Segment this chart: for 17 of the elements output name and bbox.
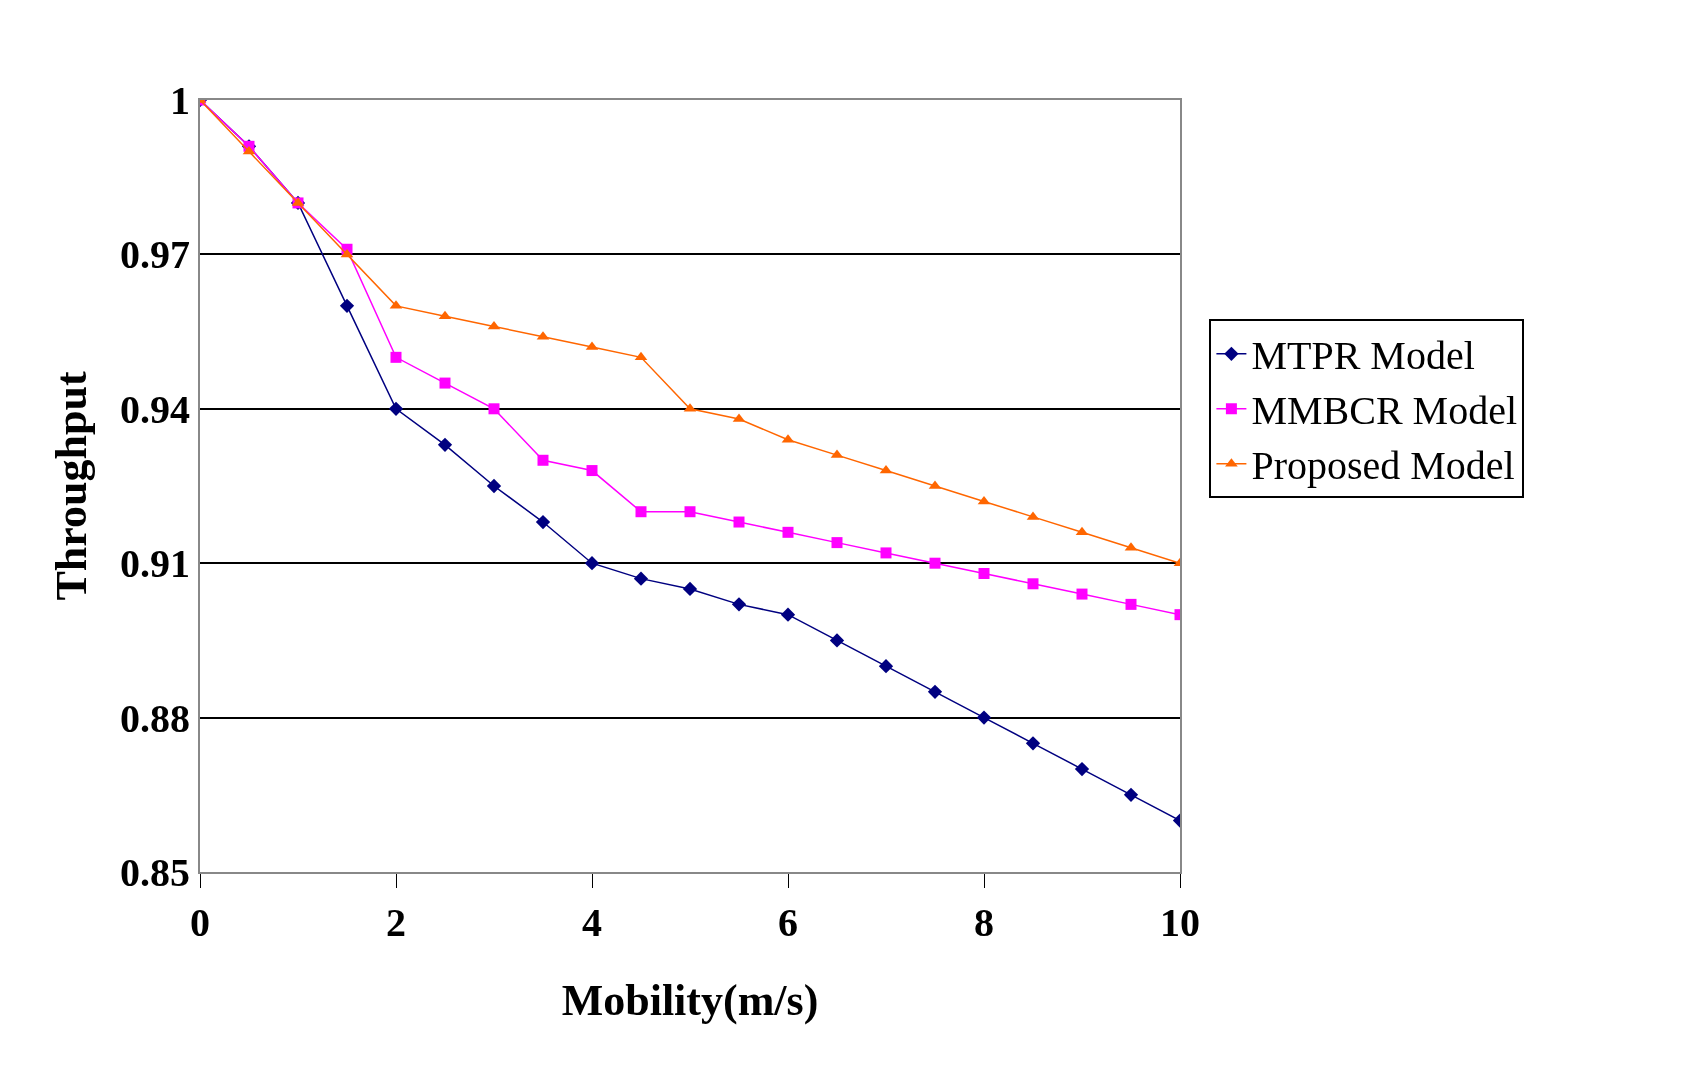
y-tick-label: 0.88	[120, 695, 190, 741]
legend-label: MMBCR Model	[1251, 388, 1518, 434]
x-tick-label: 10	[1160, 900, 1200, 945]
x-axis-title: Mobility(m/s)	[561, 975, 819, 1025]
legend-label: Proposed Model	[1251, 443, 1515, 489]
y-tick-label: 1	[170, 78, 190, 123]
y-axis-title: Throughput	[46, 371, 96, 601]
y-tick-label: 0.85	[120, 850, 190, 895]
x-tick-label: 0	[190, 900, 210, 945]
legend-label: MTPR Model	[1251, 333, 1475, 379]
y-tick-label: 0.94	[120, 386, 190, 432]
x-tick-label: 6	[778, 900, 798, 945]
x-tick-label: 8	[974, 900, 994, 945]
y-tick-label: 0.97	[120, 232, 190, 278]
x-tick-label: 4	[582, 900, 602, 945]
y-tick-label: 0.91	[120, 541, 190, 587]
x-tick-label: 2	[386, 900, 406, 945]
